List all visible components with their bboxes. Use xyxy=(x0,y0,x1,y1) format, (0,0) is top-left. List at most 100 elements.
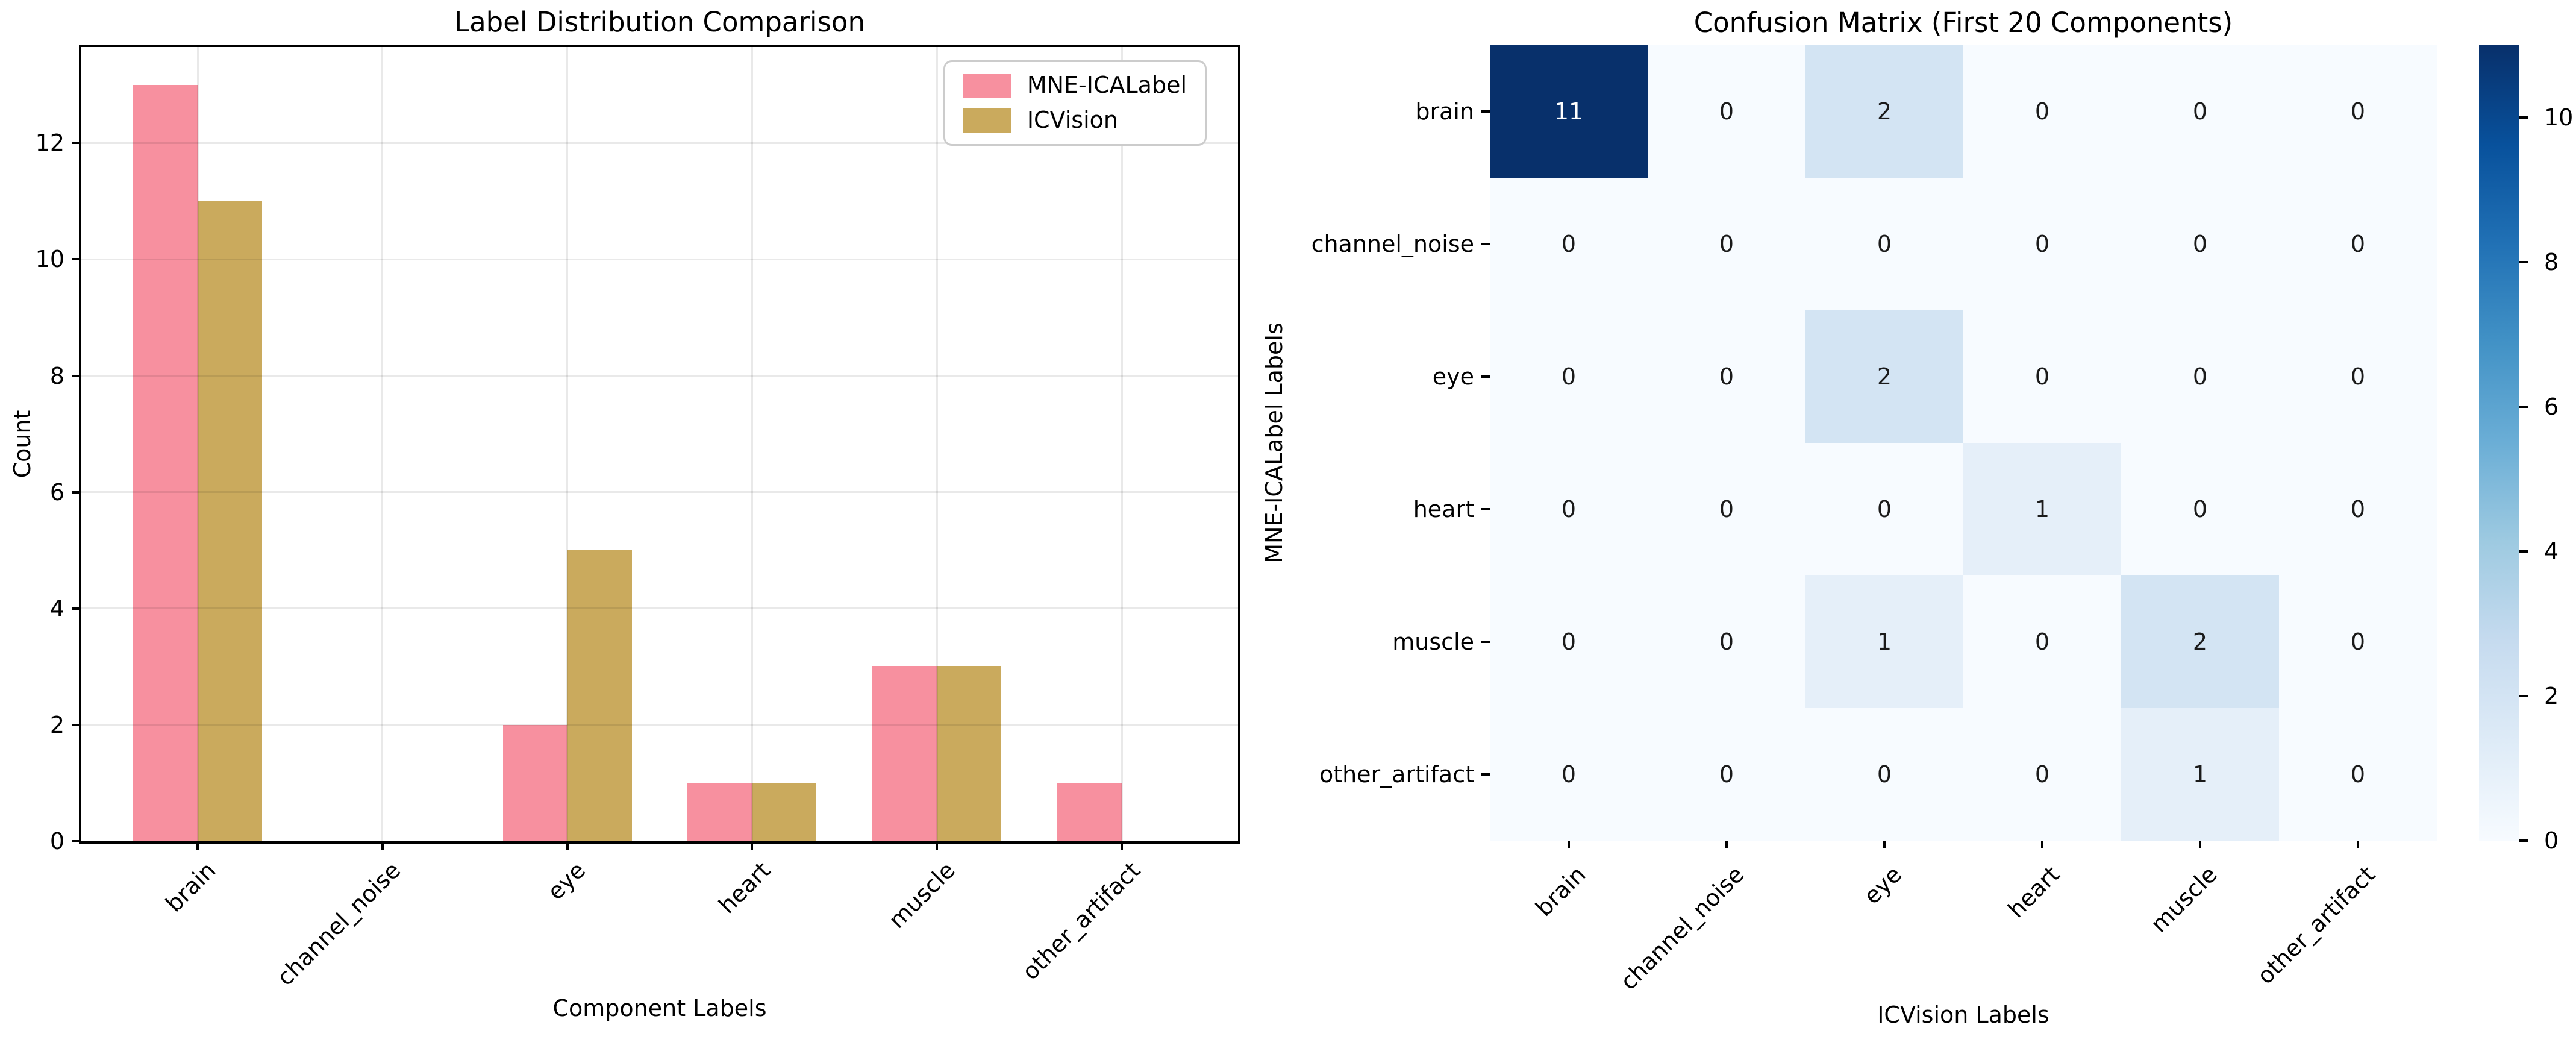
colorbar-tick-label: 0 xyxy=(2544,827,2559,854)
heatmap-x-tick-mark xyxy=(2199,841,2201,848)
heatmap-x-tick-label: brain xyxy=(1530,861,1591,922)
x-tick-label: muscle xyxy=(884,856,961,933)
colorbar: 0 2 4 6 8 10 xyxy=(2479,45,2573,852)
heatmap-y-tick-label: other_artifact xyxy=(1319,761,1474,788)
gridline-vertical xyxy=(381,47,384,841)
y-tick-label: 0 xyxy=(49,828,64,854)
x-tick-mark xyxy=(936,841,939,850)
gridline-vertical xyxy=(196,47,199,841)
y-tick-mark xyxy=(72,374,81,377)
y-tick-label: 6 xyxy=(49,478,64,506)
heatmap-cell-channel_noise-other_artifact: 0 xyxy=(2279,178,2437,310)
heatmap-cell-other_artifact-brain: 0 xyxy=(1490,708,1648,841)
colorbar-tick-mark xyxy=(2519,550,2528,553)
heatmap-y-tick-label: channel_noise xyxy=(1311,231,1474,257)
bar-ICVision-heart xyxy=(752,783,817,841)
heatmap-cell-brain-muscle: 0 xyxy=(2121,45,2279,178)
gridline-horizontal xyxy=(81,142,1238,144)
heatmap-x-tick-mark xyxy=(1568,841,1570,848)
gridline-horizontal xyxy=(81,724,1238,726)
heatmap-cell-other_artifact-heart: 0 xyxy=(1963,708,2121,841)
gridline-vertical xyxy=(566,47,569,841)
heatmap-cell-eye-heart: 0 xyxy=(1963,310,2121,443)
heatmap-cell-eye-eye: 2 xyxy=(1805,310,1963,443)
bar-MNE-ICALabel-other_artifact xyxy=(1057,783,1122,841)
colorbar-tick-mark xyxy=(2519,116,2528,119)
heatmap-cell-heart-heart: 1 xyxy=(1963,443,2121,575)
legend-swatch xyxy=(963,73,1011,98)
heatmap-x-tick-label: eye xyxy=(1858,861,1907,909)
heatmap-x-tick-mark xyxy=(1883,841,1886,848)
heatmap-cell-channel_noise-muscle: 0 xyxy=(2121,178,2279,310)
heatmap-x-tick-label: other_artifact xyxy=(2252,861,2380,989)
heatmap-cell-channel_noise-eye: 0 xyxy=(1805,178,1963,310)
heatmap-cell-brain-heart: 0 xyxy=(1963,45,2121,178)
gridline-vertical xyxy=(936,47,938,841)
x-tick-mark xyxy=(751,841,754,850)
heatmap-x-axis-label: ICVision Labels xyxy=(1877,1002,2049,1028)
colorbar-tick-label: 4 xyxy=(2544,538,2559,565)
heatmap-cell-other_artifact-eye: 0 xyxy=(1805,708,1963,841)
y-tick-label: 4 xyxy=(49,595,64,622)
legend-row: ICVision xyxy=(963,106,1187,133)
bar-chart-title: Label Distribution Comparison xyxy=(454,6,865,38)
heatmap-y-tick-mark xyxy=(1481,375,1490,378)
x-tick-label: eye xyxy=(542,856,591,905)
heatmap-cell-brain-other_artifact: 0 xyxy=(2279,45,2437,178)
y-tick-mark xyxy=(72,142,81,145)
gridline-horizontal xyxy=(81,607,1238,610)
y-tick-mark xyxy=(72,840,81,842)
colorbar-tick-mark xyxy=(2519,839,2528,842)
y-tick-label: 12 xyxy=(35,130,64,157)
bar-MNE-ICALabel-heart xyxy=(687,783,752,841)
heatmap-cell-channel_noise-channel_noise: 0 xyxy=(1648,178,1805,310)
heatmap-cell-brain-brain: 11 xyxy=(1490,45,1648,178)
x-tick-mark xyxy=(566,841,569,850)
heatmap-cell-muscle-heart: 0 xyxy=(1963,575,2121,708)
heatmap-plot-area: Confusion Matrix (First 20 Components) M… xyxy=(1261,8,2437,1026)
heatmap-y-tick-mark xyxy=(1481,110,1490,113)
heatmap-cell-heart-eye: 0 xyxy=(1805,443,1963,575)
heatmap-y-tick-label: muscle xyxy=(1392,629,1474,655)
colorbar-tick-label: 8 xyxy=(2544,249,2559,275)
heatmap-x-tick-mark xyxy=(2041,841,2043,848)
bar-chart-plot-area: Label Distribution Comparison Count Comp… xyxy=(9,7,1240,1020)
colorbar-tick-label: 6 xyxy=(2544,394,2559,420)
heatmap-cell-muscle-other_artifact: 0 xyxy=(2279,575,2437,708)
heatmap-y-tick-label: heart xyxy=(1413,496,1474,522)
bar-ICVision-eye xyxy=(567,550,632,841)
heatmap-cell-eye-other_artifact: 0 xyxy=(2279,310,2437,443)
heatmap-cell-other_artifact-other_artifact: 0 xyxy=(2279,708,2437,841)
legend-label: ICVision xyxy=(1027,106,1118,133)
x-tick-label: brain xyxy=(160,856,221,918)
bar-ICVision-brain xyxy=(198,201,262,841)
bar-MNE-ICALabel-brain xyxy=(133,84,198,841)
heatmap-cell-eye-brain: 0 xyxy=(1490,310,1648,443)
bar-chart-y-axis-label: Count xyxy=(9,410,36,478)
y-tick-mark xyxy=(72,607,81,610)
bar-MNE-ICALabel-muscle xyxy=(872,666,937,841)
colorbar-tick-mark xyxy=(2519,695,2528,697)
colorbar-tick-label: 10 xyxy=(2544,104,2574,131)
x-tick-mark xyxy=(1121,841,1123,850)
heatmap-cell-heart-channel_noise: 0 xyxy=(1648,443,1805,575)
heatmap-y-tick-label: eye xyxy=(1432,363,1474,390)
heatmap-cell-channel_noise-brain: 0 xyxy=(1490,178,1648,310)
colorbar-tick-mark xyxy=(2519,406,2528,408)
y-tick-label: 8 xyxy=(49,362,64,389)
bar-MNE-ICALabel-eye xyxy=(502,724,567,841)
heatmap-cell-heart-other_artifact: 0 xyxy=(2279,443,2437,575)
bar-ICVision-muscle xyxy=(937,666,1002,841)
heatmap-cell-eye-channel_noise: 0 xyxy=(1648,310,1805,443)
heatmap-cell-heart-brain: 0 xyxy=(1490,443,1648,575)
heatmap-cell-other_artifact-muscle: 1 xyxy=(2121,708,2279,841)
gridline-vertical xyxy=(1121,47,1123,841)
heatmap-x-tick-label: heart xyxy=(2002,861,2065,923)
heatmap-cell-muscle-eye: 1 xyxy=(1805,575,1963,708)
x-tick-label: other_artifact xyxy=(1017,856,1145,985)
x-tick-mark xyxy=(381,841,384,850)
heatmap-cell-muscle-muscle: 2 xyxy=(2121,575,2279,708)
heatmap-cell-brain-channel_noise: 0 xyxy=(1648,45,1805,178)
heatmap-y-tick-mark xyxy=(1481,641,1490,643)
